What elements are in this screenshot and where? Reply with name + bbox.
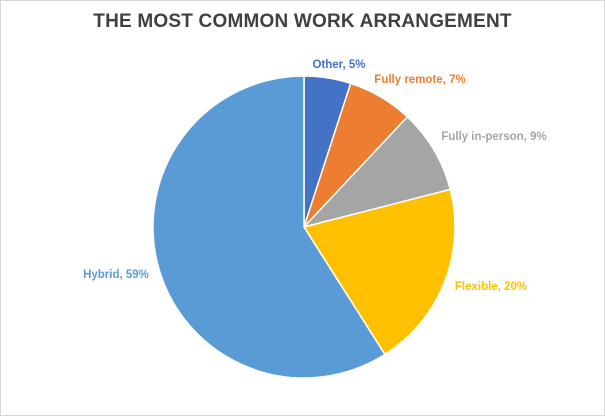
- data-label-fully-in-person: Fully in-person, 9%: [441, 131, 546, 143]
- data-label-fully-remote: Fully remote, 7%: [374, 74, 465, 86]
- pie-slice-flexible: [302, 188, 456, 356]
- chart-title: THE MOST COMMON WORK ARRANGEMENT: [93, 11, 512, 32]
- data-label-hybrid: Hybrid, 59%: [83, 269, 149, 281]
- pie-slice-hybrid: [152, 75, 386, 379]
- pie-slice-fully-in-person: [301, 115, 452, 229]
- data-label-other: Other, 5%: [312, 59, 365, 71]
- pie-slices: [152, 75, 456, 379]
- pie-labels: Other, 5% Fully remote, 7% Fully in-person…: [83, 59, 547, 293]
- data-label-flexible: Flexible, 20%: [455, 281, 527, 293]
